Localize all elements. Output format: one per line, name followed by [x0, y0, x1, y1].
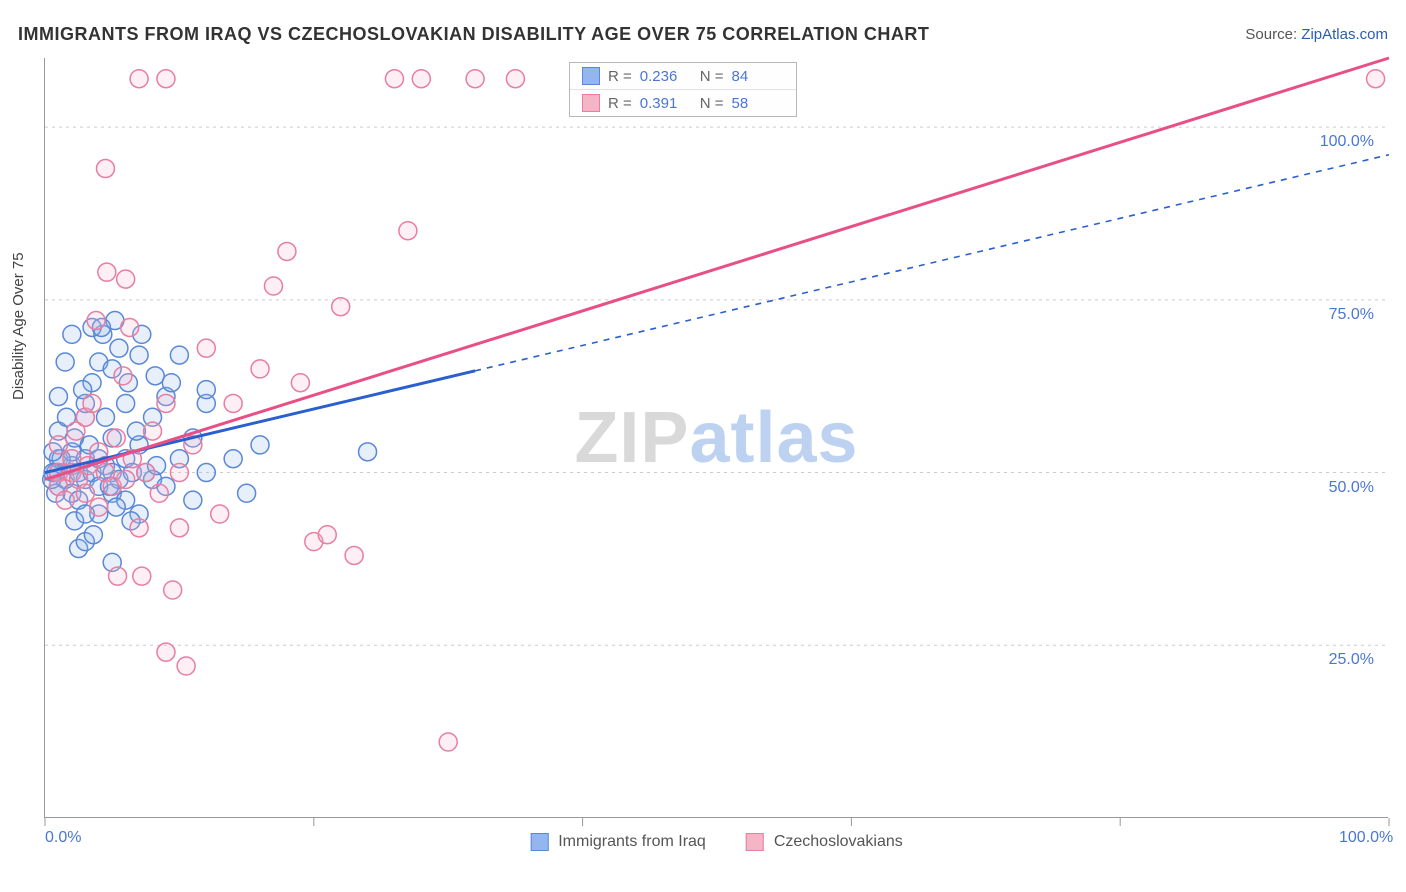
data-point — [87, 312, 105, 330]
data-point — [412, 70, 430, 88]
bottom-legend: Immigrants from Iraq Czechoslovakians — [530, 833, 903, 851]
legend-swatch — [582, 94, 600, 112]
corr-r-value: 0.391 — [640, 95, 692, 112]
corr-row: R = 0.391 N = 58 — [570, 89, 796, 116]
y-tick-label: 50.0% — [1329, 479, 1374, 497]
data-point — [146, 367, 164, 385]
data-point — [318, 526, 336, 544]
trend-line-extrapolated — [475, 155, 1389, 371]
y-axis-label: Disability Age Over 75 — [10, 252, 27, 400]
legend-swatch — [582, 67, 600, 85]
data-point — [76, 484, 94, 502]
data-point — [49, 436, 67, 454]
source-label: Source: — [1245, 26, 1301, 43]
data-point — [332, 298, 350, 316]
scatter-plot-svg — [45, 58, 1388, 817]
data-point — [137, 464, 155, 482]
data-point — [162, 374, 180, 392]
data-point — [90, 498, 108, 516]
data-point — [506, 70, 524, 88]
corr-r-label: R = — [608, 68, 632, 85]
corr-n-value: 84 — [732, 68, 784, 85]
data-point — [150, 484, 168, 502]
x-tick-label: 100.0% — [1339, 829, 1393, 847]
data-point — [291, 374, 309, 392]
data-point — [385, 70, 403, 88]
data-point — [251, 360, 269, 378]
data-point — [264, 277, 282, 295]
corr-n-label: N = — [700, 95, 724, 112]
corr-n-label: N = — [700, 68, 724, 85]
y-tick-label: 100.0% — [1320, 133, 1374, 151]
data-point — [96, 408, 114, 426]
legend-item: Immigrants from Iraq — [530, 833, 706, 851]
data-point — [121, 318, 139, 336]
data-point — [184, 491, 202, 509]
data-point — [83, 394, 101, 412]
data-point — [110, 339, 128, 357]
data-point — [399, 222, 417, 240]
trend-line — [45, 58, 1389, 479]
y-tick-label: 25.0% — [1329, 651, 1374, 669]
corr-r-value: 0.236 — [640, 68, 692, 85]
data-point — [107, 429, 125, 447]
data-point — [96, 160, 114, 178]
data-point — [127, 422, 145, 440]
data-point — [109, 567, 127, 585]
data-point — [144, 422, 162, 440]
data-point — [114, 367, 132, 385]
data-point — [197, 464, 215, 482]
legend-label: Immigrants from Iraq — [558, 833, 706, 851]
data-point — [98, 263, 116, 281]
data-point — [197, 339, 215, 357]
legend-item: Czechoslovakians — [746, 833, 903, 851]
data-point — [211, 505, 229, 523]
data-point — [359, 443, 377, 461]
data-point — [130, 346, 148, 364]
data-point — [107, 498, 125, 516]
y-tick-label: 75.0% — [1329, 306, 1374, 324]
corr-n-value: 58 — [732, 95, 784, 112]
corr-r-label: R = — [608, 95, 632, 112]
data-point — [157, 70, 175, 88]
correlation-box: R = 0.236 N = 84 R = 0.391 N = 58 — [569, 62, 797, 117]
data-point — [164, 581, 182, 599]
chart-title: IMMIGRANTS FROM IRAQ VS CZECHOSLOVAKIAN … — [18, 24, 929, 45]
data-point — [157, 394, 175, 412]
data-point — [238, 484, 256, 502]
corr-row: R = 0.236 N = 84 — [570, 63, 796, 89]
data-point — [130, 519, 148, 537]
data-point — [170, 346, 188, 364]
data-point — [117, 270, 135, 288]
source-link[interactable]: ZipAtlas.com — [1301, 26, 1388, 43]
data-point — [439, 733, 457, 751]
chart-area: ZIPatlas R = 0.236 N = 84 R = 0.391 N = … — [44, 58, 1388, 818]
data-point — [63, 325, 81, 343]
data-point — [224, 394, 242, 412]
legend-label: Czechoslovakians — [774, 833, 903, 851]
legend-swatch — [530, 833, 548, 851]
data-point — [466, 70, 484, 88]
data-point — [1367, 70, 1385, 88]
data-point — [157, 643, 175, 661]
data-point — [49, 388, 67, 406]
data-point — [278, 242, 296, 260]
data-point — [56, 353, 74, 371]
source-line: Source: ZipAtlas.com — [1245, 26, 1388, 43]
data-point — [177, 657, 195, 675]
data-point — [251, 436, 269, 454]
data-point — [130, 70, 148, 88]
data-point — [84, 526, 102, 544]
data-point — [345, 546, 363, 564]
data-point — [133, 567, 151, 585]
data-point — [117, 470, 135, 488]
x-tick-label: 0.0% — [45, 829, 81, 847]
data-point — [197, 381, 215, 399]
legend-swatch — [746, 833, 764, 851]
data-point — [56, 491, 74, 509]
data-point — [224, 450, 242, 468]
data-point — [170, 519, 188, 537]
data-point — [170, 464, 188, 482]
data-point — [117, 394, 135, 412]
